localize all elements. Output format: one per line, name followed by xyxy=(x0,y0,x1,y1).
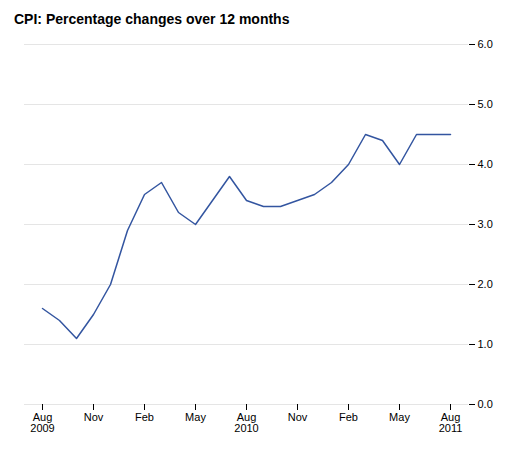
svg-text:Feb: Feb xyxy=(339,411,358,423)
svg-text:Feb: Feb xyxy=(135,411,154,423)
svg-text:3.0: 3.0 xyxy=(478,218,493,230)
svg-text:Nov: Nov xyxy=(84,411,104,423)
svg-text:May: May xyxy=(185,411,206,423)
svg-text:5.0: 5.0 xyxy=(478,98,493,110)
svg-text:Aug2011: Aug2011 xyxy=(439,411,463,434)
html-text:CPI: Percentage changes over 1: CPI: Percentage changes over 12 months xyxy=(14,11,290,27)
svg-text:1.0: 1.0 xyxy=(478,338,493,350)
svg-text:Nov: Nov xyxy=(288,411,308,423)
svg-text:6.0: 6.0 xyxy=(478,38,493,50)
svg-text:4.0: 4.0 xyxy=(478,158,493,170)
svg-text:0.0: 0.0 xyxy=(478,398,493,410)
svg-text:Aug2009: Aug2009 xyxy=(30,411,54,434)
svg-text:2.0: 2.0 xyxy=(478,278,493,290)
svg-text:May: May xyxy=(389,411,410,423)
svg-text:Aug2010: Aug2010 xyxy=(234,411,258,434)
